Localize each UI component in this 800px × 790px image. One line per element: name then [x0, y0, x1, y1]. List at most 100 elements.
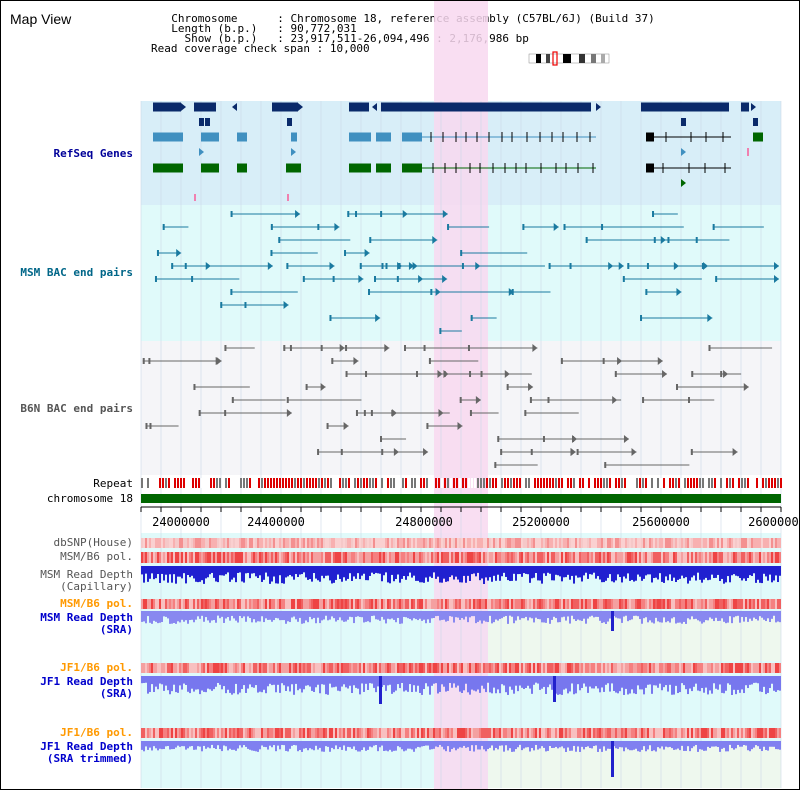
repeat-block: [717, 478, 719, 488]
msm-pol-2-cell: [201, 599, 203, 609]
msm-depth-sra-bar: [453, 611, 455, 623]
lower-track-label[interactable]: MSM Read Depth (SRA): [40, 612, 133, 636]
msm-pol-2-cell: [439, 599, 441, 609]
lower-track-label[interactable]: MSM/B6 pol.: [60, 551, 133, 563]
msm-depth-cap-bar: [187, 566, 189, 575]
msm-depth-cap-bar: [377, 566, 379, 574]
jf1-depth-trim-bar: [569, 741, 571, 751]
jf1-pol-2-cell: [377, 728, 379, 738]
repeat-block: [510, 478, 512, 488]
jf1-depth-trim-bar: [203, 741, 205, 746]
track-label-b6n-bac[interactable]: B6N BAC end pairs: [20, 402, 133, 415]
msm-pol-cell: [401, 552, 403, 563]
msm-depth-cap-bar: [441, 566, 443, 583]
msm-pol-2-cell: [219, 599, 221, 609]
gene-arrow: [596, 103, 601, 111]
dbsnp-cell: [423, 538, 425, 548]
jf1-pol-2-cell: [477, 728, 479, 738]
jf1-depth-trim-bar: [593, 741, 595, 747]
msm-pol-2-cell: [727, 599, 729, 609]
jf1-depth-trim-bar: [403, 741, 405, 752]
label-line: (SRA): [99, 623, 133, 636]
jf1-depth-trim-bar: [289, 741, 291, 749]
dbsnp-cell: [385, 538, 387, 548]
jf1-depth-sra-bar: [571, 676, 573, 684]
jf1-pol-cell: [375, 663, 377, 673]
jf1-pol-cell: [369, 663, 371, 673]
dbsnp-cell: [739, 538, 741, 548]
jf1-depth-trim-bar: [745, 741, 747, 746]
msm-depth-sra-bar: [599, 611, 601, 621]
lower-track-label[interactable]: dbSNP(House): [54, 537, 133, 549]
jf1-depth-sra-bar: [551, 676, 553, 690]
lower-track-label[interactable]: JF1 Read Depth (SRA trimmed): [40, 741, 133, 765]
jf1-pol-cell: [227, 663, 229, 673]
jf1-pol-cell: [307, 663, 309, 673]
jf1-pol-cell: [163, 663, 165, 673]
gene-arrow: [432, 236, 438, 244]
dbsnp-cell: [289, 538, 291, 548]
track-label-repeat[interactable]: Repeat: [93, 477, 133, 490]
repeat-block: [774, 478, 776, 488]
gene-arrow: [570, 448, 576, 456]
dbsnp-cell: [749, 538, 751, 548]
msm-pol-cell: [155, 552, 157, 563]
msm-pol-cell: [535, 552, 537, 563]
jf1-depth-sra-bar: [427, 676, 429, 687]
track-label-refseq[interactable]: RefSeq Genes: [53, 147, 133, 160]
jf1-pol-cell: [179, 663, 181, 673]
jf1-pol-2-cell: [261, 728, 263, 738]
jf1-depth-sra-bar: [165, 676, 167, 686]
dbsnp-cell: [453, 538, 455, 548]
jf1-pol-cell: [695, 663, 697, 673]
msm-pol-cell: [517, 552, 519, 563]
jf1-pol-cell: [691, 663, 693, 673]
msm-depth-sra-bar: [619, 611, 621, 619]
lower-track-label[interactable]: JF1/B6 pol.: [60, 727, 133, 739]
msm-depth-sra-bar: [149, 611, 151, 623]
dbsnp-cell: [691, 538, 693, 548]
jf1-pol-cell: [209, 663, 211, 673]
lower-track-label[interactable]: JF1 Read Depth (SRA): [40, 676, 133, 700]
msm-depth-cap-bar: [171, 566, 173, 583]
gene-arrow: [372, 103, 377, 111]
msm-pol-cell: [627, 552, 629, 563]
jf1-depth-trim-bar: [703, 741, 705, 751]
msm-pol-cell: [425, 552, 427, 563]
msm-depth-cap-bar: [507, 566, 509, 581]
gene-arrow: [657, 357, 663, 365]
dbsnp-cell: [555, 538, 557, 548]
repeat-block: [321, 478, 323, 488]
msm-pol-cell: [495, 552, 497, 563]
lower-track-label[interactable]: MSM/B6 pol.: [60, 598, 133, 610]
jf1-pol-2-cell: [455, 728, 457, 738]
repeat-block: [366, 478, 368, 488]
gene-arrow: [660, 236, 666, 244]
msm-depth-sra-bar: [653, 611, 655, 624]
jf1-pol-cell: [533, 663, 535, 673]
msm-pol-2-cell: [233, 599, 235, 609]
jf1-depth-sra-bar: [449, 676, 451, 683]
jf1-depth-trim-bar: [213, 741, 215, 749]
track-label-chromosome[interactable]: chromosome 18: [46, 492, 133, 505]
jf1-depth-trim-bar: [639, 741, 641, 752]
jf1-pol-2-cell: [151, 728, 153, 738]
jf1-pol-2-cell: [663, 728, 665, 738]
jf1-pol-2-cell: [289, 728, 291, 738]
jf1-pol-cell: [729, 663, 731, 673]
jf1-pol-cell: [319, 663, 321, 673]
msm-pol-cell: [173, 552, 175, 563]
jf1-depth-sra-bar: [695, 676, 697, 684]
jf1-pol-cell: [737, 663, 739, 673]
jf1-depth-trim-bar: [531, 741, 533, 749]
jf1-depth-trim-bar: [329, 741, 331, 752]
lower-track-label[interactable]: JF1/B6 pol.: [60, 662, 133, 674]
jf1-depth-trim-bar: [585, 741, 587, 748]
dbsnp-cell: [231, 538, 233, 548]
jf1-pol-2-cell: [205, 728, 207, 738]
msm-pol-2-cell: [679, 599, 681, 609]
lower-track-label[interactable]: MSM Read Depth (Capillary): [40, 569, 133, 593]
msm-depth-sra-bar: [661, 611, 663, 623]
track-label-msm-bac[interactable]: MSM BAC end pairs: [20, 266, 133, 279]
